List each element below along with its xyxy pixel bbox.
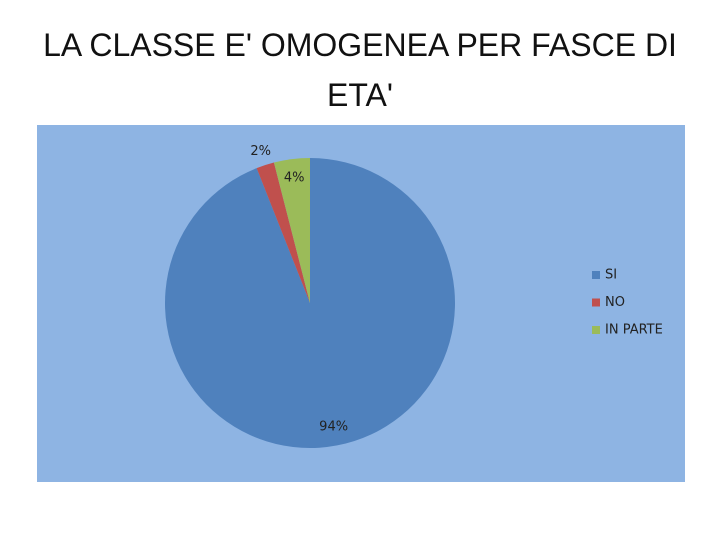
legend-swatch	[592, 271, 600, 279]
legend-label: NO	[605, 295, 625, 310]
legend-swatch	[592, 298, 600, 307]
chart-title: LA CLASSE E' OMOGENEA PER FASCE DI ETA'	[43, 27, 677, 113]
pie-slice	[273, 158, 310, 303]
data-label: 4%	[284, 170, 305, 185]
data-label: 94%	[319, 419, 348, 434]
legend-label: IN PARTE	[605, 323, 663, 338]
legend-label: SI	[605, 268, 617, 283]
pie-slice	[256, 162, 310, 303]
legend-swatch	[592, 326, 600, 334]
data-label: 2%	[250, 144, 271, 159]
